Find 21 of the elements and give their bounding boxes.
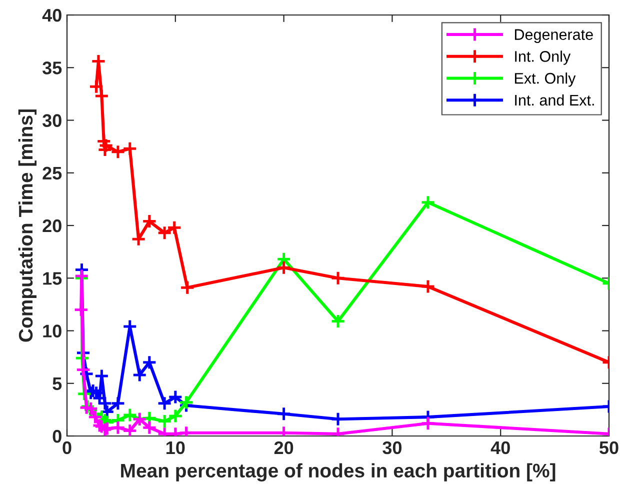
legend-label: Degenerate [514, 29, 593, 43]
x-tick-label: 0 [62, 441, 72, 454]
x-tick-label: 30 [382, 441, 402, 454]
y-tick-label: 5 [52, 377, 62, 390]
legend-label: Ext. Only [514, 72, 576, 87]
x-tick-label: 40 [490, 441, 510, 454]
y-tick-label: 35 [42, 62, 62, 74]
y-tick-label: 10 [43, 324, 62, 338]
x-tick-label: 50 [600, 441, 618, 454]
y-tick-label: 0 [52, 430, 62, 443]
y-tick-label: 25 [42, 166, 62, 180]
y-tick-label: 20 [42, 219, 62, 232]
x-tick-label: 10 [166, 441, 185, 454]
legend-label: Int. Only [515, 50, 571, 65]
x-tick-label: 20 [274, 441, 294, 454]
x-axis-title: Mean percentage of nodes in each partition [%] [121, 463, 556, 482]
y-tick-label: 15 [43, 272, 62, 285]
y-axis-title: Computation Time [mins] [18, 110, 36, 342]
y-tick-label: 40 [42, 8, 62, 22]
legend-label: Int. and Ext. [515, 94, 594, 106]
y-tick-label: 30 [42, 114, 62, 127]
